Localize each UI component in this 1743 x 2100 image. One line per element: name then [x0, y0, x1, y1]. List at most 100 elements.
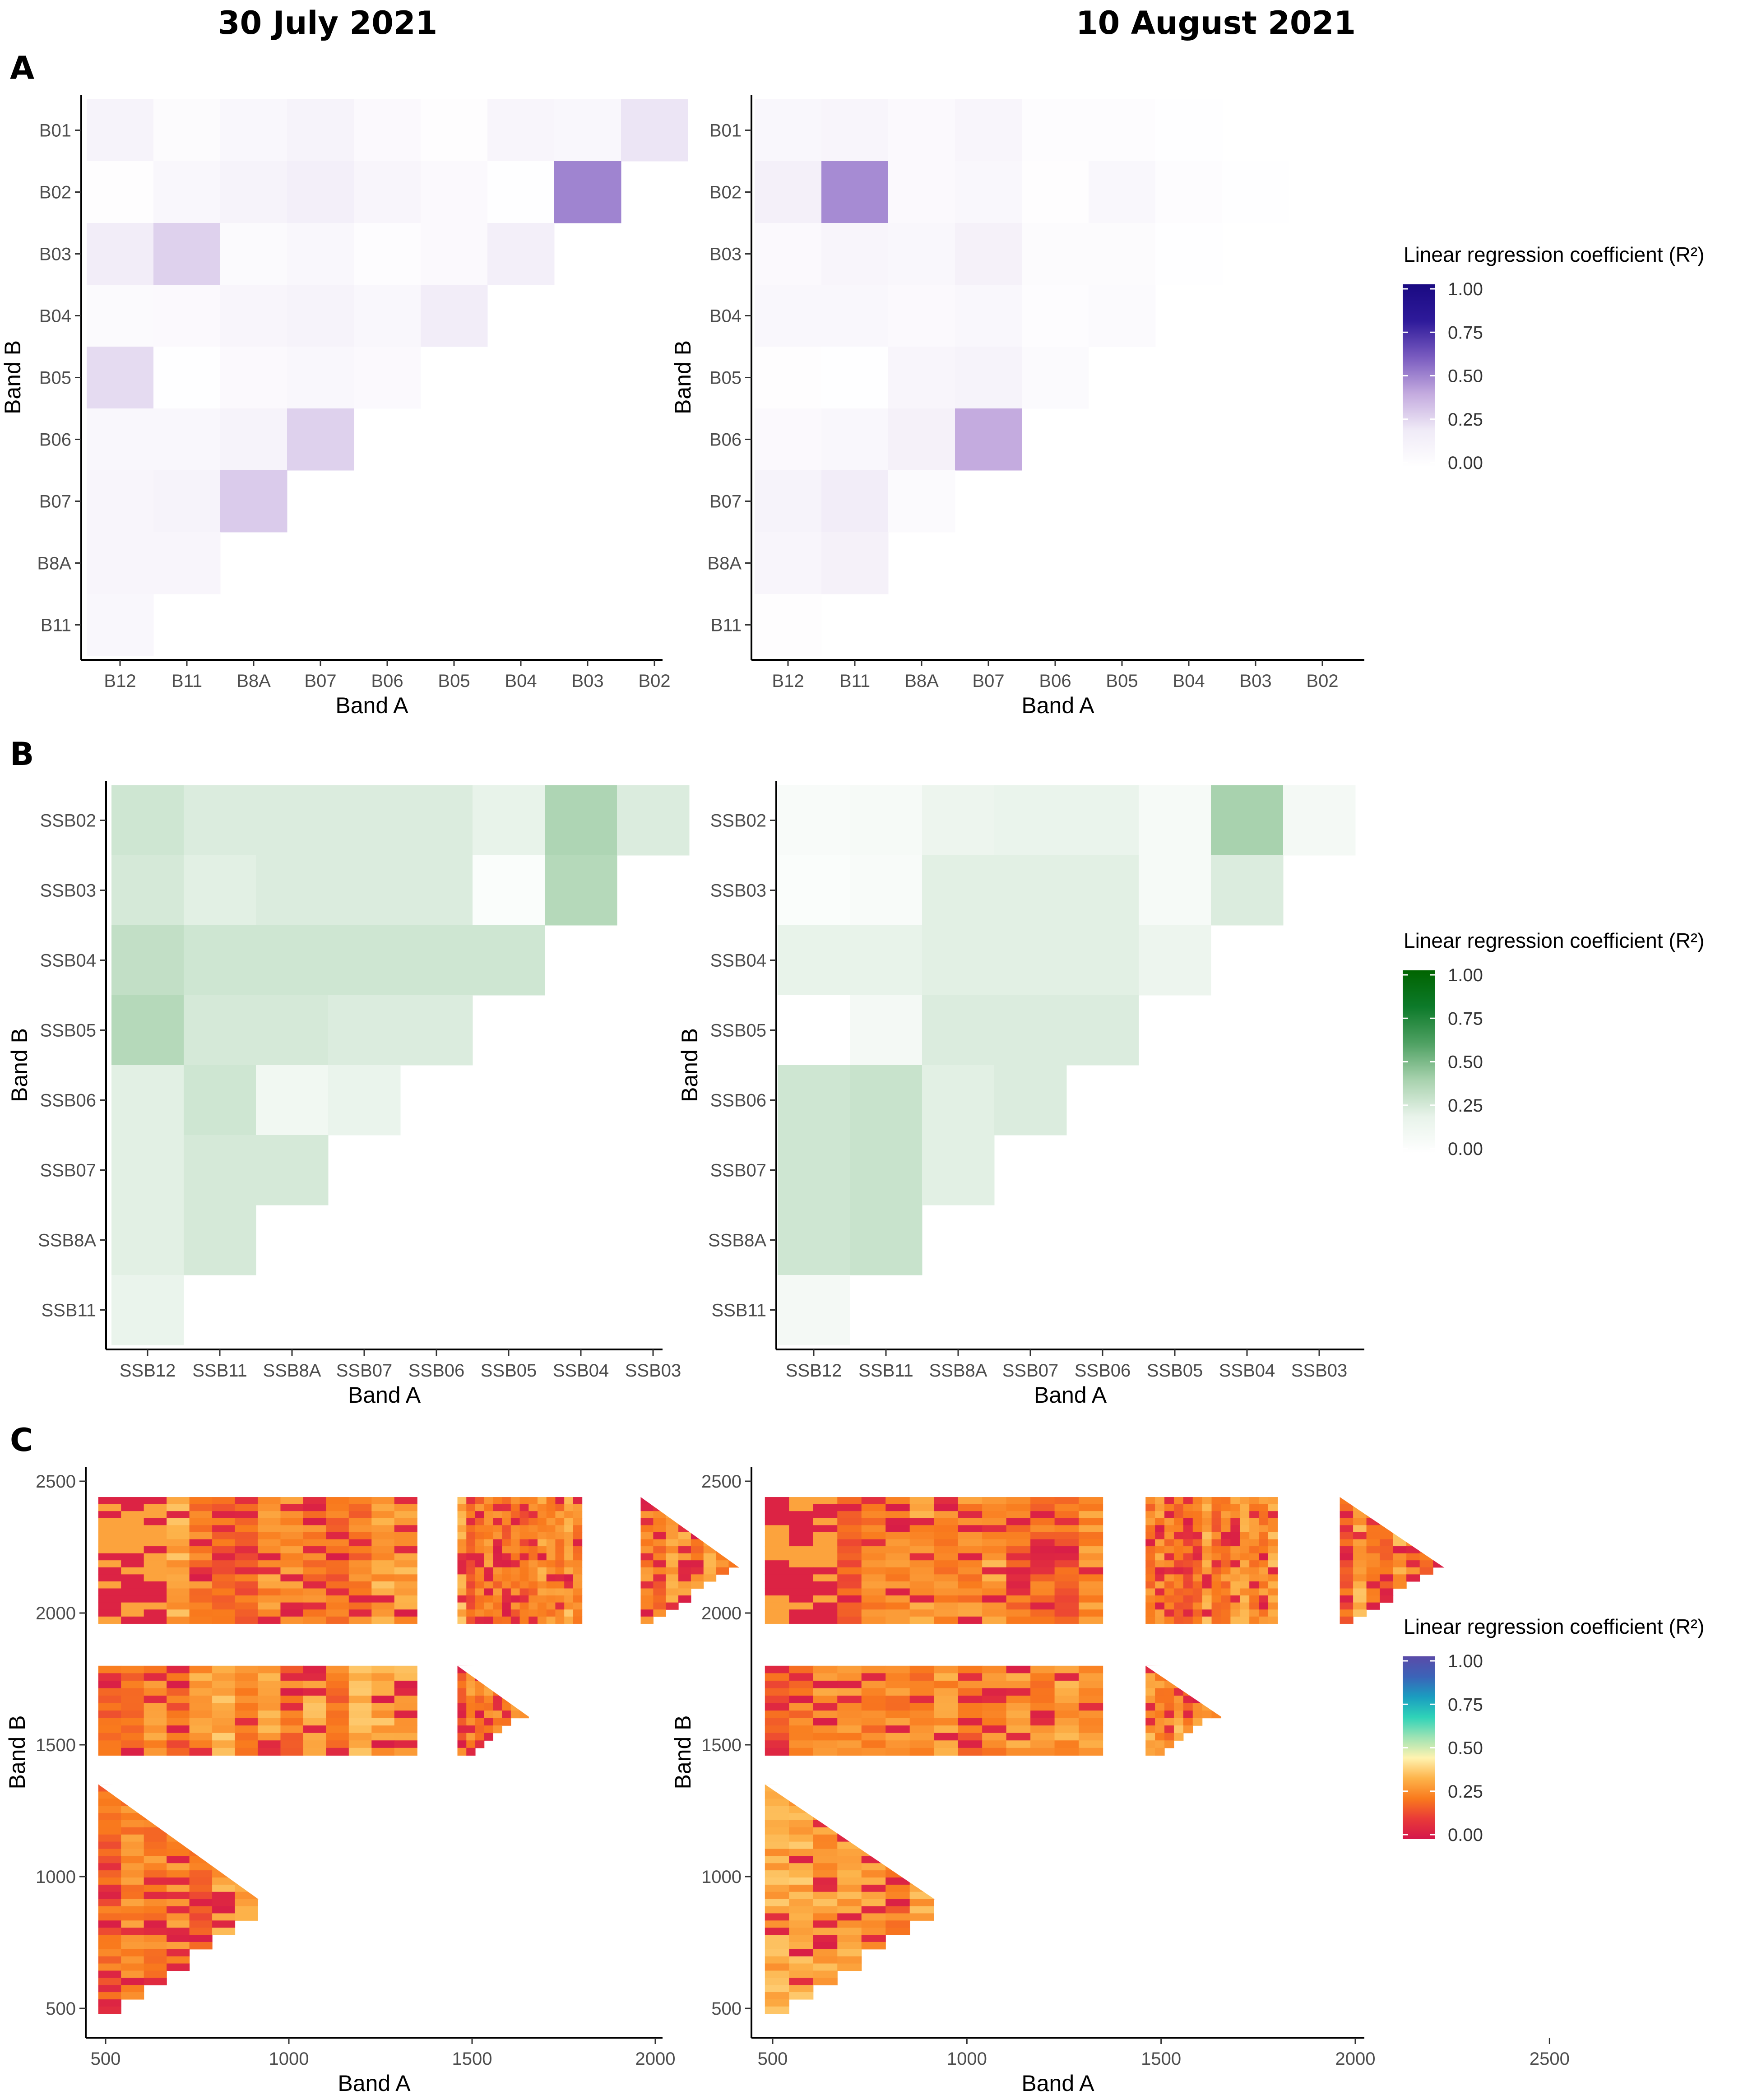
heatmap-cell [982, 1595, 1007, 1603]
heatmap-cell [909, 1711, 934, 1719]
heatmap-cell [212, 1504, 236, 1511]
heatmap-cell [1054, 1680, 1079, 1689]
heatmap-cell [1066, 925, 1139, 996]
heatmap-cell [1145, 1532, 1155, 1540]
heatmap-cell [813, 1725, 838, 1734]
heatmap-cell [348, 1595, 372, 1603]
heatmap-cell [982, 1574, 1007, 1582]
heatmap-cell [1145, 1740, 1155, 1748]
legend-tick-label: 0.75 [1448, 1009, 1483, 1029]
heatmap-cell [837, 1703, 862, 1711]
heatmap-cell [994, 925, 1067, 996]
heatmap-cell [235, 1725, 258, 1734]
heatmap-cell [573, 1574, 583, 1582]
heatmap-cell [1006, 1525, 1031, 1533]
heatmap-cell [885, 1525, 910, 1533]
heatmap-cell [484, 1539, 493, 1547]
heatmap-cell [348, 1581, 372, 1589]
y-tick-label: SSB02 [40, 811, 96, 831]
heatmap-cell [121, 1992, 144, 2000]
heatmap-cell [1079, 1567, 1103, 1575]
heatmap-cell [303, 1602, 326, 1610]
heatmap-cell [502, 1616, 511, 1624]
heatmap-cell [111, 785, 184, 856]
heatmap-cell [1054, 1711, 1079, 1719]
heatmap-cell [885, 1567, 910, 1575]
heatmap-cell [280, 1748, 304, 1756]
heatmap-cell [1145, 1567, 1155, 1575]
heatmap-cell [354, 347, 421, 409]
heatmap-cell [421, 99, 488, 162]
heatmap-cell [303, 1711, 326, 1719]
heatmap-cell [837, 1581, 862, 1589]
heatmap-cell [394, 1504, 417, 1511]
heatmap-cell [885, 1560, 910, 1568]
heatmap-cell [765, 1688, 789, 1696]
heatmap-cell [1380, 1539, 1394, 1547]
heatmap-cell [1155, 1718, 1165, 1726]
heatmap-cell [1230, 1497, 1240, 1505]
heatmap-cell [371, 1546, 395, 1554]
heatmap-cell [354, 99, 421, 162]
heatmap-cell [121, 1906, 144, 1914]
heatmap-cell [1155, 1511, 1165, 1519]
heatmap-cell [1406, 1560, 1420, 1568]
heatmap-cell [167, 1935, 190, 1942]
heatmap-cell [394, 1511, 417, 1519]
heatmap-cell [1230, 1581, 1240, 1589]
heatmap-cell [813, 1913, 838, 1921]
heatmap-cell [691, 1539, 704, 1547]
heatmap-cell [280, 1688, 304, 1696]
heatmap-cell [348, 1609, 372, 1617]
heatmap-cell [1221, 1518, 1231, 1525]
heatmap-cell [934, 1497, 959, 1505]
heatmap-cell [813, 1899, 838, 1907]
heatmap-cell [653, 1525, 666, 1533]
heatmap-cell [98, 1602, 121, 1610]
heatmap-cell [257, 1688, 281, 1696]
heatmap-cell [1268, 1560, 1278, 1568]
heatmap-cell [861, 1906, 886, 1914]
heatmap-cell [98, 1588, 121, 1596]
heatmap-cell [994, 995, 1067, 1066]
heatmap-cell [121, 1863, 144, 1871]
y-tick-label: SSB11 [41, 1301, 96, 1321]
heatmap-cell [564, 1574, 574, 1582]
heatmap-cell [1030, 1665, 1055, 1674]
heatmap-cell [257, 1532, 281, 1540]
heatmap-cell [484, 1546, 493, 1554]
heatmap-cell [958, 1588, 983, 1596]
heatmap-cell [538, 1581, 547, 1589]
heatmap-cell [1366, 1539, 1380, 1547]
heatmap-cell [1155, 1711, 1165, 1719]
heatmap-cell [1259, 1546, 1269, 1554]
heatmap-cell [189, 1695, 213, 1704]
heatmap-cell [538, 1560, 547, 1568]
heatmap-cell [1164, 1688, 1174, 1696]
heatmap-cell [121, 1899, 144, 1907]
heatmap-cell [555, 1574, 565, 1582]
heatmap-cell [144, 1978, 167, 1985]
heatmap-cell [371, 1673, 395, 1681]
heatmap-cell [813, 1718, 838, 1726]
heatmap-cell [653, 1602, 666, 1610]
heatmap-cell [909, 1602, 934, 1610]
heatmap-cell [212, 1877, 236, 1885]
heatmap-cell [510, 1616, 520, 1624]
heatmap-cell [909, 1595, 934, 1603]
heatmap-cell [235, 1504, 258, 1511]
heatmap-cell [400, 855, 473, 926]
heatmap-cell [328, 855, 401, 926]
heatmap-cell [144, 1877, 167, 1885]
heatmap-cell [212, 1748, 236, 1756]
heatmap-cell [257, 1518, 281, 1525]
heatmap-cell [1249, 1581, 1259, 1589]
heatmap-cell [354, 285, 421, 347]
heatmap-cell [765, 1906, 789, 1914]
y-tick-label: SSB03 [710, 881, 766, 901]
heatmap-cell [789, 1504, 814, 1511]
heatmap-cell [885, 1511, 910, 1519]
heatmap-cell [573, 1616, 583, 1624]
heatmap-cell [1164, 1525, 1174, 1533]
heatmap-cell [519, 1518, 529, 1525]
